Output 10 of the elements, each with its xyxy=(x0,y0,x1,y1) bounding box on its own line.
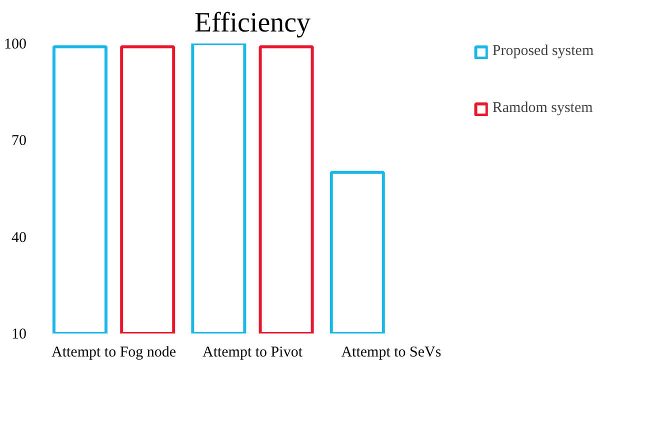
y-tick-label: 70 xyxy=(12,133,26,150)
x-tick-label: Attempt to SeVs xyxy=(341,344,442,360)
legend-label: Ramdom system xyxy=(492,100,593,117)
legend-label: Proposed system xyxy=(492,43,594,60)
y-tick-label: 40 xyxy=(12,230,26,246)
chart-title: Efficiency xyxy=(194,8,311,38)
x-tick-label: Attempt to Fog node xyxy=(52,344,176,360)
y-tick-label: 10 xyxy=(12,326,26,342)
x-tick-label: Attempt to Pivot xyxy=(202,344,304,360)
y-tick-label: 100 xyxy=(4,36,26,52)
